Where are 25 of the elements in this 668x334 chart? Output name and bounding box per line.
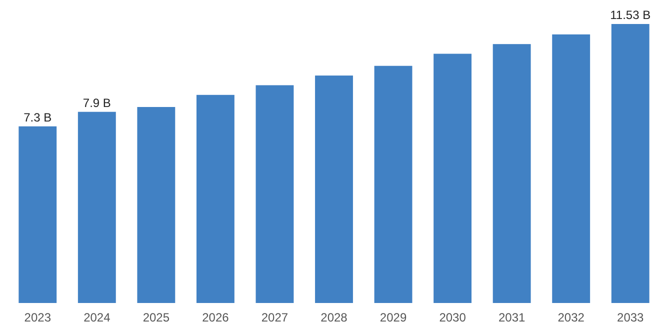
bar <box>78 112 116 303</box>
x-tick-label: 2024 <box>84 310 111 325</box>
bar <box>611 24 650 303</box>
bar <box>256 85 294 303</box>
bar <box>196 94 234 303</box>
x-tick-label: 2025 <box>142 310 170 325</box>
x-tick-label: 2033 <box>617 310 644 325</box>
x-tick-label: 2023 <box>24 310 52 325</box>
x-tick-label: 2030 <box>439 310 466 325</box>
x-tick-label: 2026 <box>202 310 230 325</box>
x-tick-label: 2027 <box>261 310 288 325</box>
data-label: 7.9 B <box>82 96 111 110</box>
x-tick-label: 2032 <box>558 310 585 325</box>
x-tick-label: 2029 <box>380 310 407 325</box>
bar <box>552 34 590 303</box>
data-label: 7.3 B <box>24 110 52 124</box>
x-tick-label: 2028 <box>320 310 348 325</box>
bar <box>137 107 176 303</box>
bar <box>18 126 57 303</box>
bar <box>434 54 472 303</box>
data-label: 11.53 B <box>610 8 651 22</box>
bar <box>315 76 353 303</box>
bar <box>492 44 531 303</box>
x-tick-label: 2031 <box>498 310 526 325</box>
bar <box>374 66 412 303</box>
